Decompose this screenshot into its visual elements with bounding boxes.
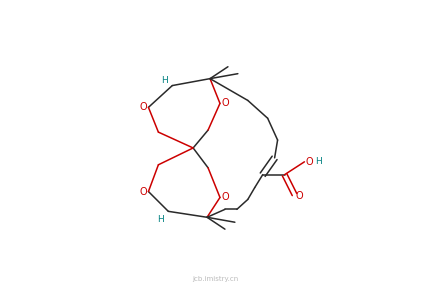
Text: O: O [295, 191, 303, 201]
Text: jcb.imistry.cn: jcb.imistry.cn [191, 276, 238, 282]
Text: O: O [305, 157, 313, 167]
Text: O: O [139, 102, 147, 112]
Text: H: H [157, 215, 163, 224]
Text: O: O [221, 193, 228, 202]
Text: H: H [160, 76, 167, 85]
Text: O: O [139, 187, 147, 197]
Text: H: H [314, 157, 321, 166]
Text: O: O [221, 98, 228, 108]
